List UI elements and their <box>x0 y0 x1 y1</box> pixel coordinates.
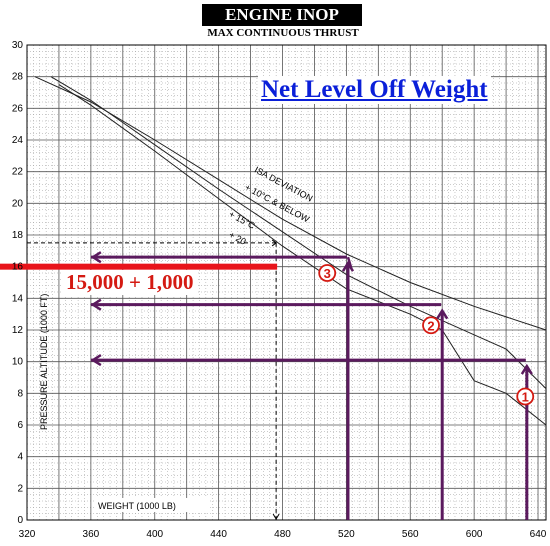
step-markers: 1 2 3 <box>318 264 535 406</box>
flow-arrow-left <box>90 298 102 311</box>
y-tick-label: 6 <box>17 420 23 431</box>
net-level-off-headline: Net Level Off Weight <box>258 76 491 104</box>
flow-arrow-up <box>341 260 355 272</box>
marker-circle <box>516 387 535 406</box>
x-tick-label: 320 <box>19 529 36 540</box>
x-tick-label: 440 <box>210 529 227 540</box>
x-tick-label: 600 <box>466 529 483 540</box>
series-line <box>58 84 547 426</box>
flow-bend <box>346 256 353 268</box>
flow-arrow-up <box>520 363 533 375</box>
x-tick-label: 520 <box>338 529 355 540</box>
dashed-guide-arrow-down <box>272 513 280 520</box>
flow-arrow-left <box>90 251 102 264</box>
x-tick-label: 640 <box>530 529 547 540</box>
y-tick-label: 22 <box>12 167 24 178</box>
series-line <box>50 76 547 389</box>
chart-title: ENGINE INOP <box>202 4 362 26</box>
y-tick-label: 4 <box>17 452 23 463</box>
y-tick-label: 28 <box>12 72 24 83</box>
marker-number: 3 <box>324 266 331 281</box>
y-tick-label: 2 <box>17 483 23 494</box>
altitude-sum-label: 15,000 + 1,000 <box>62 270 198 295</box>
y-tick-label: 24 <box>12 135 24 146</box>
x-tick-label: 400 <box>146 529 163 540</box>
x-tick-label: 480 <box>274 529 291 540</box>
y-tick-label: 12 <box>12 325 24 336</box>
marker-number: 2 <box>427 318 434 333</box>
y-tick-label: 20 <box>12 198 24 209</box>
y-tick-label: 18 <box>12 230 24 241</box>
x-axis-label: WEIGHT (1000 LB) <box>98 501 176 511</box>
flow-lines <box>90 251 533 520</box>
y-tick-label: 0 <box>17 515 23 526</box>
marker-circle <box>318 264 337 282</box>
chart-subtitle: MAX CONTINUOUS THRUST <box>207 27 359 39</box>
isa-labels: ISA DEVIATION+ 10°C & BELOW+ 15°C+ 20 <box>227 165 314 247</box>
y-tick-label: 30 <box>12 40 24 51</box>
x-tick-label: 560 <box>402 529 419 540</box>
flow-arrow-up <box>436 308 449 320</box>
guides <box>0 239 280 520</box>
marker-number: 1 <box>522 390 529 405</box>
plot-frame <box>26 44 547 521</box>
isa-curves <box>34 76 547 426</box>
y-tick-label: 16 <box>12 262 24 273</box>
y-axis-label: PRESSURE ALTITUDE (1000 FT) <box>39 294 49 430</box>
isa-label: + 20 <box>227 230 247 247</box>
y-tick-label: 14 <box>12 293 24 304</box>
y-tick-label: 10 <box>12 357 24 368</box>
flow-arrow-left <box>90 354 102 367</box>
dashed-guide-arrow <box>271 239 277 247</box>
y-tick-label: 26 <box>12 103 24 114</box>
tick-labels: 320 360 400 440 480 520 560 600 6400246810121416… <box>12 40 547 540</box>
x-tick-label: 360 <box>83 529 100 540</box>
red-altitude-bar <box>0 263 278 270</box>
marker-circle <box>422 316 440 335</box>
y-tick-label: 8 <box>17 388 23 399</box>
x-axis-label-bg <box>94 498 210 512</box>
